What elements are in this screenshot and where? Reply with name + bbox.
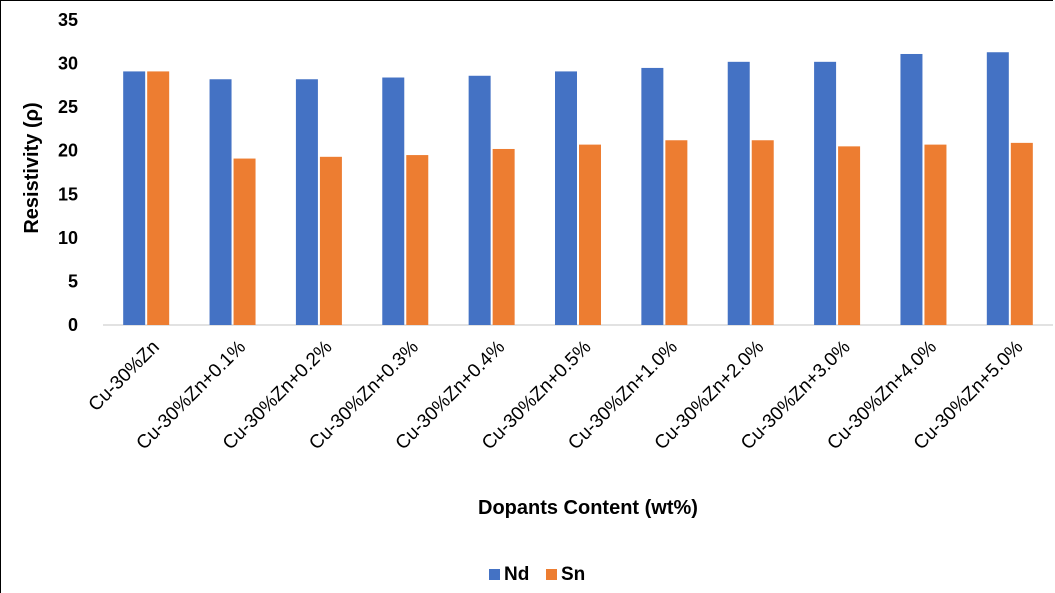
legend-swatch-sn — [546, 569, 557, 580]
y-tick-label: 5 — [68, 271, 78, 291]
bar-sn — [924, 144, 947, 325]
bars — [123, 52, 1033, 326]
legend-swatch-nd — [489, 569, 500, 580]
bar-nd — [900, 53, 923, 325]
y-tick-label: 20 — [58, 141, 78, 161]
x-axis-tick-labels: Cu-30%ZnCu-30%Zn+0.1%Cu-30%Zn+0.2%Cu-30%… — [85, 337, 1028, 455]
bar-sn — [1010, 142, 1033, 325]
y-axis-title: Resistivity (ρ) — [21, 102, 43, 233]
bar-nd — [814, 61, 837, 325]
y-tick-label: 30 — [58, 54, 78, 74]
bar-nd — [295, 79, 318, 325]
bar-nd — [468, 75, 491, 326]
x-axis-title: Dopants Content (wt%) — [478, 497, 698, 519]
bar-nd — [209, 79, 232, 325]
y-tick-label: 35 — [58, 10, 78, 30]
bar-nd — [555, 71, 577, 326]
bar-sn — [751, 140, 774, 325]
y-axis-ticks: 0 5 10 15 20 25 30 35 — [58, 10, 78, 335]
bar-nd — [641, 67, 664, 325]
y-tick-label: 0 — [68, 315, 78, 335]
legend-label-sn: Sn — [561, 564, 585, 585]
bar-sn — [147, 71, 170, 326]
legend-label-nd: Nd — [504, 564, 529, 585]
bar-sn — [233, 158, 256, 325]
bar-sn — [492, 148, 515, 325]
x-tick-label: Cu-30%Zn — [85, 337, 164, 416]
legend: Nd Sn — [489, 564, 585, 585]
y-tick-label: 10 — [58, 228, 78, 248]
bar-sn — [579, 144, 601, 325]
bar-nd — [123, 71, 146, 326]
bar-sn — [665, 140, 688, 325]
bar-sn — [319, 156, 342, 325]
y-tick-label: 15 — [58, 184, 78, 204]
y-tick-label: 25 — [58, 97, 78, 117]
bar-nd — [727, 61, 750, 325]
bar-sn — [838, 146, 861, 325]
bar-nd — [382, 77, 405, 325]
bar-sn — [406, 155, 429, 325]
bar-nd — [986, 52, 1009, 325]
